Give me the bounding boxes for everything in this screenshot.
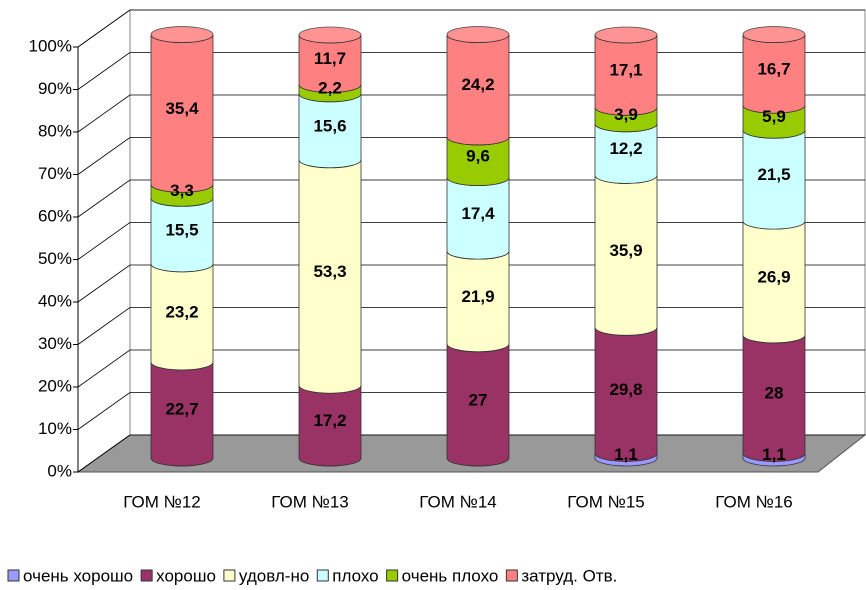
legend-swatch	[140, 569, 153, 582]
legend-swatch	[7, 569, 20, 582]
y-tick-label: 30%	[38, 334, 72, 353]
cylinder-top	[150, 26, 214, 43]
legend-swatch	[223, 569, 236, 582]
cylinder-top	[298, 26, 362, 44]
data-label: 35,4	[165, 99, 199, 118]
data-label: 21,9	[461, 287, 494, 306]
x-tick-label: ГОМ №12	[123, 492, 201, 511]
y-tick-label: 20%	[38, 376, 72, 395]
data-label: 17,4	[461, 204, 495, 223]
legend-swatch	[316, 569, 329, 582]
data-label: 26,9	[757, 267, 790, 286]
legend-label: удовл-но	[239, 566, 309, 585]
data-label: 22,7	[165, 399, 198, 418]
data-label: 11,7	[314, 49, 346, 68]
data-label: 29,8	[609, 380, 642, 399]
x-tick-label: ГОМ №15	[567, 492, 645, 511]
x-tick-label: ГОМ №14	[419, 492, 497, 511]
data-label: 17,1	[609, 61, 642, 80]
legend-swatch	[386, 569, 399, 582]
grid-line	[77, 9, 865, 48]
data-label: 16,7	[757, 59, 790, 78]
data-label: 1,1	[614, 445, 638, 464]
data-label: 53,3	[313, 262, 346, 281]
data-label: 3,3	[170, 181, 194, 200]
y-tick-label: 90%	[38, 79, 72, 98]
y-tick-label: 50%	[38, 249, 72, 268]
cylinder-top	[594, 26, 658, 44]
data-label: 1,1	[762, 445, 786, 464]
data-label: 35,9	[609, 241, 642, 260]
legend-swatch	[505, 569, 518, 582]
y-tick-label: 70%	[38, 164, 72, 183]
cylinder-top	[742, 26, 806, 43]
y-tick-label: 80%	[38, 121, 72, 140]
x-tick-label: ГОМ №16	[715, 492, 793, 511]
data-label: 21,5	[757, 165, 790, 184]
legend-label: очень хорошо	[23, 566, 133, 585]
data-label: 23,2	[165, 302, 198, 321]
y-tick-label: 40%	[38, 291, 72, 310]
data-label: 5,9	[762, 107, 786, 126]
data-label: 15,6	[313, 116, 346, 135]
data-label: 3,9	[614, 105, 638, 124]
data-label: 9,6	[466, 147, 490, 166]
legend-label: хорошо	[156, 566, 216, 585]
y-tick-label: 0%	[47, 461, 72, 480]
cylinder-top	[446, 26, 510, 43]
legend-label: затруд. Отв.	[521, 566, 617, 585]
legend-label: плохо	[332, 566, 378, 585]
y-tick-label: 10%	[38, 419, 72, 438]
data-label: 12,2	[609, 139, 642, 158]
y-tick-label: 100%	[29, 36, 72, 55]
data-label: 28	[765, 384, 784, 403]
y-tick-label: 60%	[38, 206, 72, 225]
legend-label: очень плохо	[402, 566, 499, 585]
data-label: 27	[469, 390, 488, 409]
x-tick-label: ГОМ №13	[271, 492, 349, 511]
data-label: 2,2	[318, 79, 342, 98]
data-label: 24,2	[461, 75, 494, 94]
data-label: 15,5	[165, 221, 198, 240]
data-label: 17,2	[313, 411, 346, 430]
